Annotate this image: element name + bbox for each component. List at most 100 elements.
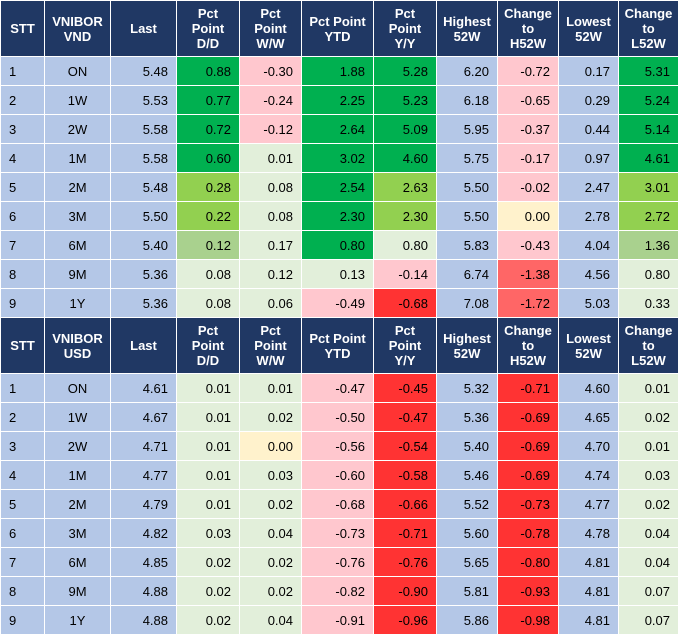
- vnd-cell-pct-ytd: 1.88: [302, 57, 374, 86]
- usd-cell-change-h52w: -0.78: [498, 519, 559, 548]
- vnd-cell-last: 5.58: [111, 115, 177, 144]
- usd-cell-tenor: 6M: [45, 548, 111, 577]
- usd-cell-highest-52w: 5.60: [437, 519, 498, 548]
- usd-cell-tenor: 2W: [45, 432, 111, 461]
- usd-cell-change-l52w: 0.03: [619, 461, 678, 490]
- usd-cell-stt: 3: [1, 432, 45, 461]
- vnd-cell-tenor: 1W: [45, 86, 111, 115]
- usd-cell-tenor: 3M: [45, 519, 111, 548]
- vnd-cell-pct-ww: 0.08: [240, 202, 302, 231]
- vnd-cell-highest-52w: 6.18: [437, 86, 498, 115]
- usd-cell-pct-ytd: -0.76: [302, 548, 374, 577]
- usd-cell-pct-ww: 0.04: [240, 606, 302, 635]
- usd-cell-stt: 8: [1, 577, 45, 606]
- usd-cell-lowest-52w: 4.74: [559, 461, 619, 490]
- vnd-cell-pct-ytd: 2.30: [302, 202, 374, 231]
- vnd-header-stt: STT: [1, 1, 45, 57]
- vnd-cell-lowest-52w: 2.47: [559, 173, 619, 202]
- usd-cell-pct-ytd: -0.56: [302, 432, 374, 461]
- vnd-cell-highest-52w: 5.95: [437, 115, 498, 144]
- usd-cell-tenor: 9M: [45, 577, 111, 606]
- vnd-cell-stt: 8: [1, 260, 45, 289]
- usd-cell-pct-ytd: -0.50: [302, 403, 374, 432]
- usd-cell-lowest-52w: 4.60: [559, 374, 619, 403]
- vnd-cell-pct-dd: 0.72: [177, 115, 240, 144]
- usd-cell-pct-ww: 0.04: [240, 519, 302, 548]
- usd-cell-lowest-52w: 4.81: [559, 577, 619, 606]
- vnd-cell-lowest-52w: 4.56: [559, 260, 619, 289]
- vnd-cell-lowest-52w: 0.29: [559, 86, 619, 115]
- usd-cell-highest-52w: 5.81: [437, 577, 498, 606]
- vnd-cell-pct-yy: 0.80: [374, 231, 437, 260]
- vnd-cell-stt: 1: [1, 57, 45, 86]
- usd-cell-lowest-52w: 4.65: [559, 403, 619, 432]
- usd-cell-stt: 9: [1, 606, 45, 635]
- usd-cell-tenor: 1Y: [45, 606, 111, 635]
- usd-cell-pct-dd: 0.02: [177, 548, 240, 577]
- vnd-cell-stt: 3: [1, 115, 45, 144]
- usd-cell-pct-yy: -0.54: [374, 432, 437, 461]
- vnd-cell-highest-52w: 6.20: [437, 57, 498, 86]
- vnd-cell-highest-52w: 6.74: [437, 260, 498, 289]
- usd-cell-highest-52w: 5.46: [437, 461, 498, 490]
- vnd-cell-pct-yy: 5.28: [374, 57, 437, 86]
- usd-cell-tenor: 1M: [45, 461, 111, 490]
- usd-cell-pct-dd: 0.01: [177, 374, 240, 403]
- usd-cell-change-l52w: 0.02: [619, 403, 678, 432]
- usd-cell-pct-ww: 0.01: [240, 374, 302, 403]
- usd-cell-last: 4.88: [111, 577, 177, 606]
- vnd-cell-pct-dd: 0.88: [177, 57, 240, 86]
- vnd-cell-change-l52w: 5.31: [619, 57, 678, 86]
- vnd-cell-pct-dd: 0.77: [177, 86, 240, 115]
- usd-cell-lowest-52w: 4.81: [559, 548, 619, 577]
- vnd-cell-highest-52w: 5.50: [437, 202, 498, 231]
- usd-cell-pct-ytd: -0.73: [302, 519, 374, 548]
- usd-cell-pct-dd: 0.01: [177, 432, 240, 461]
- usd-cell-tenor: 2M: [45, 490, 111, 519]
- vnd-cell-pct-yy: 4.60: [374, 144, 437, 173]
- usd-cell-change-l52w: 0.04: [619, 548, 678, 577]
- vnd-cell-highest-52w: 5.75: [437, 144, 498, 173]
- vnd-cell-lowest-52w: 4.04: [559, 231, 619, 260]
- usd-cell-last: 4.61: [111, 374, 177, 403]
- usd-cell-highest-52w: 5.52: [437, 490, 498, 519]
- vnd-cell-change-l52w: 2.72: [619, 202, 678, 231]
- usd-cell-change-h52w: -0.69: [498, 403, 559, 432]
- usd-cell-lowest-52w: 4.81: [559, 606, 619, 635]
- usd-cell-stt: 6: [1, 519, 45, 548]
- vnd-cell-last: 5.53: [111, 86, 177, 115]
- usd-cell-pct-yy: -0.76: [374, 548, 437, 577]
- usd-cell-pct-ytd: -0.68: [302, 490, 374, 519]
- vnd-cell-last: 5.36: [111, 289, 177, 318]
- vnd-cell-last: 5.50: [111, 202, 177, 231]
- usd-cell-highest-52w: 5.86: [437, 606, 498, 635]
- vnd-cell-tenor: 1Y: [45, 289, 111, 318]
- vnd-cell-change-l52w: 1.36: [619, 231, 678, 260]
- vnd-cell-highest-52w: 5.83: [437, 231, 498, 260]
- usd-cell-pct-dd: 0.02: [177, 606, 240, 635]
- vnd-cell-last: 5.40: [111, 231, 177, 260]
- vnd-cell-change-l52w: 5.24: [619, 86, 678, 115]
- vnd-cell-change-l52w: 0.80: [619, 260, 678, 289]
- vnd-cell-change-h52w: -0.43: [498, 231, 559, 260]
- usd-cell-pct-yy: -0.45: [374, 374, 437, 403]
- vnd-cell-tenor: ON: [45, 57, 111, 86]
- usd-cell-lowest-52w: 4.77: [559, 490, 619, 519]
- vnd-cell-pct-yy: -0.68: [374, 289, 437, 318]
